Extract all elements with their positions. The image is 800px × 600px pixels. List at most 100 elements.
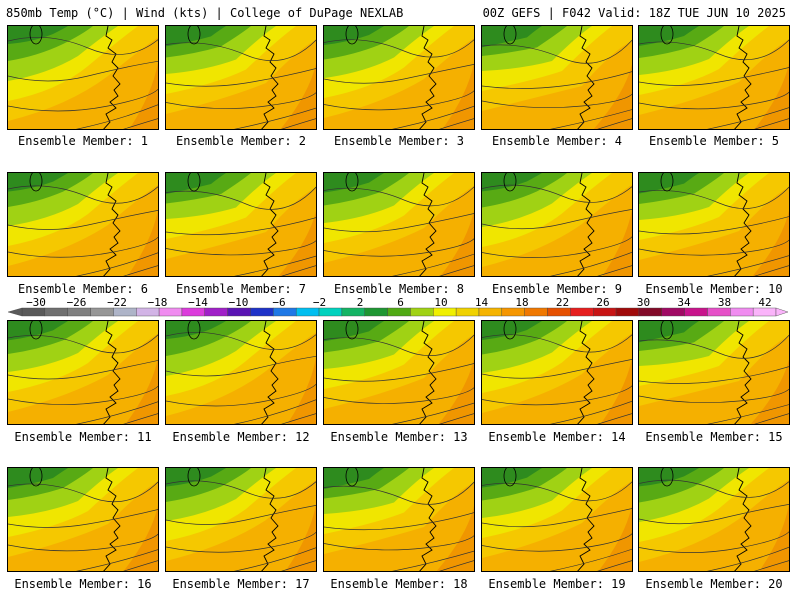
- temperature-map: [8, 321, 158, 424]
- temperature-map: [482, 173, 632, 276]
- colorbar-swatch: [44, 307, 68, 317]
- colorbar-swatch: [638, 307, 662, 317]
- colorbar-swatch: [181, 307, 205, 317]
- member-caption: Ensemble Member: 11: [14, 430, 152, 444]
- ensemble-member-map: [323, 467, 475, 572]
- temperature-map: [166, 173, 316, 276]
- colorbar-swatch: [341, 307, 365, 317]
- member-caption: Ensemble Member: 8: [333, 282, 465, 296]
- colorbar-swatch: [615, 307, 640, 317]
- temperature-map: [166, 26, 316, 129]
- colorbar-tick-label: −6: [272, 296, 285, 309]
- temperature-map: [639, 26, 789, 129]
- member-caption: Ensemble Member: 13: [330, 430, 468, 444]
- colorbar-tick-label: −10: [229, 296, 249, 309]
- colorbar-tick-label: −26: [67, 296, 87, 309]
- colorbar-swatch: [455, 307, 480, 317]
- colorbar-swatch: [90, 307, 114, 317]
- temperature-map: [8, 468, 158, 571]
- member-caption: Ensemble Member: 4: [491, 134, 623, 148]
- member-caption: Ensemble Member: 18: [330, 577, 468, 591]
- colorbar-tick-label: 42: [758, 296, 771, 309]
- ensemble-member-map: [323, 172, 475, 277]
- ensemble-member-map: [481, 320, 633, 425]
- colorbar-tick-label: −22: [107, 296, 127, 309]
- colorbar-swatch: [21, 307, 46, 317]
- colorbar-swatch: [752, 307, 777, 317]
- temperature-map: [482, 321, 632, 424]
- temperature-map: [639, 468, 789, 571]
- ensemble-member-map: [165, 320, 317, 425]
- temperature-map: [8, 173, 158, 276]
- chart-title: 850mb Temp (°C) | Wind (kts) | College o…: [6, 6, 404, 20]
- colorbar-swatch: [501, 307, 525, 317]
- colorbar-swatch: [136, 307, 160, 317]
- colorbar-tick-label: 14: [475, 296, 489, 309]
- colorbar-swatch: [661, 307, 685, 317]
- colorbar-swatch: [478, 307, 503, 317]
- colorbar-tick-label: −2: [313, 296, 326, 309]
- ensemble-member-map: [638, 25, 790, 130]
- colorbar-swatch: [684, 307, 708, 317]
- member-caption: Ensemble Member: 17: [172, 577, 310, 591]
- colorbar-swatch: [113, 307, 137, 317]
- temperature-map: [639, 321, 789, 424]
- member-caption: Ensemble Member: 6: [17, 282, 149, 296]
- ensemble-member-map: [7, 172, 159, 277]
- colorbar-tick-label: −14: [188, 296, 208, 309]
- member-caption: Ensemble Member: 20: [645, 577, 783, 591]
- ensemble-member-map: [481, 25, 633, 130]
- ensemble-member-map: [638, 320, 790, 425]
- temperature-map: [482, 26, 632, 129]
- temperature-colorbar: −30 −26 −22 −18 −14 −10 −6 −2 2 6 10 14 18 22 26 30 34 38…: [7, 296, 789, 317]
- colorbar-tick-label: −30: [26, 296, 46, 309]
- colorbar-swatch: [547, 307, 571, 317]
- ensemble-member-map: [165, 25, 317, 130]
- colorbar-swatch: [273, 307, 297, 317]
- colorbar-max-arrow: [775, 307, 789, 317]
- colorbar-tick-label: 26: [596, 296, 609, 309]
- colorbar-min-arrow: [7, 307, 23, 317]
- colorbar-swatch: [295, 307, 320, 317]
- member-caption: Ensemble Member: 19: [488, 577, 626, 591]
- ensemble-member-map: [638, 172, 790, 277]
- ensemble-member-map: [481, 172, 633, 277]
- member-caption: Ensemble Member: 7: [175, 282, 307, 296]
- colorbar-swatch: [364, 307, 388, 317]
- colorbar-swatch: [158, 307, 183, 317]
- colorbar-tick-label: 38: [718, 296, 731, 309]
- colorbar-tick-label: 2: [357, 296, 364, 309]
- colorbar-swatch: [433, 307, 457, 317]
- ensemble-member-map: [481, 467, 633, 572]
- temperature-map: [324, 468, 474, 571]
- member-caption: Ensemble Member: 9: [491, 282, 623, 296]
- colorbar-tick-label: −18: [148, 296, 168, 309]
- colorbar-tick-label: 10: [434, 296, 447, 309]
- colorbar-swatch: [67, 307, 91, 317]
- model-run-info: 00Z GEFS | F042 Valid: 18Z TUE JUN 10 20…: [482, 6, 786, 20]
- temperature-map: [324, 173, 474, 276]
- ensemble-member-map: [165, 467, 317, 572]
- colorbar-tick-label: 34: [677, 296, 691, 309]
- ensemble-member-map: [165, 172, 317, 277]
- temperature-map: [8, 26, 158, 129]
- colorbar-swatch: [730, 307, 754, 317]
- temperature-map: [166, 321, 316, 424]
- colorbar-swatch: [227, 307, 251, 317]
- colorbar-swatch: [410, 307, 434, 317]
- temperature-map: [324, 26, 474, 129]
- temperature-map: [482, 468, 632, 571]
- ensemble-member-map: [7, 467, 159, 572]
- ensemble-member-map: [638, 467, 790, 572]
- member-caption: Ensemble Member: 5: [648, 134, 780, 148]
- temperature-map: [166, 468, 316, 571]
- colorbar-tick-label: 6: [397, 296, 404, 309]
- colorbar-swatch: [570, 307, 594, 317]
- colorbar-swatch: [250, 307, 274, 317]
- member-caption: Ensemble Member: 12: [172, 430, 310, 444]
- member-caption: Ensemble Member: 14: [488, 430, 626, 444]
- member-caption: Ensemble Member: 2: [175, 134, 307, 148]
- member-caption: Ensemble Member: 15: [645, 430, 783, 444]
- temperature-map: [639, 173, 789, 276]
- ensemble-member-map: [7, 25, 159, 130]
